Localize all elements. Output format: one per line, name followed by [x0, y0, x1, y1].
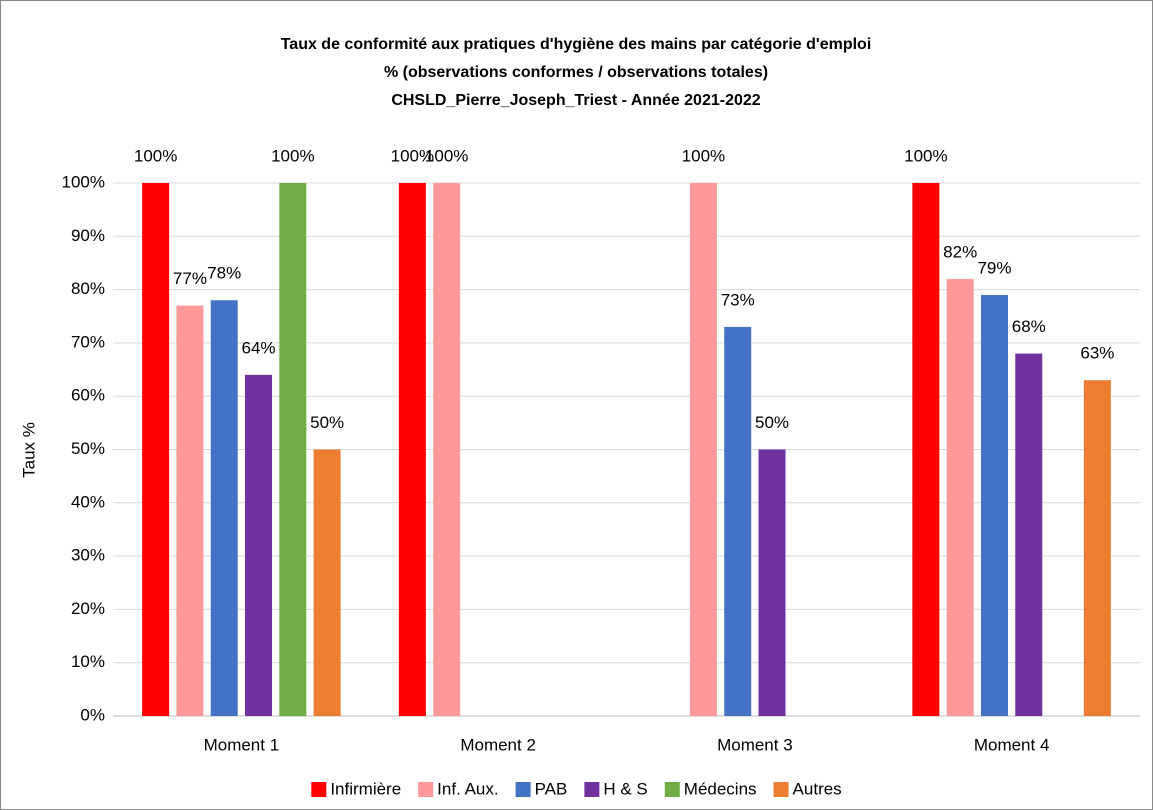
- legend-label: Inf. Aux.: [437, 779, 498, 798]
- x-tick-label: Moment 2: [460, 735, 536, 754]
- x-tick-label: Moment 1: [204, 735, 280, 754]
- data-label: 68%: [1012, 317, 1046, 336]
- data-label: 73%: [721, 290, 755, 309]
- chart-title: Taux de conformité aux pratiques d'hygiè…: [281, 36, 872, 53]
- legend-swatch: [773, 782, 789, 797]
- data-label: 100%: [904, 146, 947, 165]
- data-label: 50%: [310, 413, 344, 432]
- bar: [1015, 353, 1043, 716]
- y-tick-label: 10%: [71, 652, 105, 671]
- data-label: 100%: [425, 146, 468, 165]
- bar: [980, 294, 1008, 716]
- y-tick-label: 90%: [71, 226, 105, 245]
- chart-subtitle: % (observations conformes / observations…: [384, 64, 768, 81]
- bar: [433, 183, 461, 716]
- data-label: 50%: [755, 413, 789, 432]
- data-label: 63%: [1080, 344, 1114, 363]
- legend-swatch: [418, 782, 434, 797]
- legend-swatch: [664, 782, 680, 797]
- legend-label: Autres: [793, 779, 842, 798]
- legend-swatch: [515, 782, 531, 797]
- legend-label: PAB: [535, 779, 568, 798]
- data-label: 100%: [682, 146, 725, 165]
- bar: [279, 183, 307, 716]
- legend-swatch: [311, 782, 327, 797]
- x-tick-label: Moment 3: [717, 735, 793, 754]
- bar: [313, 449, 341, 716]
- data-label: 78%: [207, 264, 241, 283]
- y-axis-title: Taux %: [19, 422, 38, 478]
- legend-label: Médecins: [684, 779, 757, 798]
- x-tick-label: Moment 4: [974, 735, 1050, 754]
- bar: [142, 183, 170, 716]
- data-label: 64%: [242, 338, 276, 357]
- bar: [1083, 380, 1111, 716]
- y-tick-label: 30%: [71, 546, 105, 565]
- data-label: 100%: [271, 146, 314, 165]
- bar: [912, 183, 940, 716]
- y-tick-label: 100%: [62, 172, 105, 191]
- y-tick-label: 40%: [71, 492, 105, 511]
- y-tick-label: 50%: [71, 439, 105, 458]
- bar: [689, 183, 717, 716]
- bar: [758, 449, 786, 716]
- legend-label: Infirmière: [330, 779, 401, 798]
- data-label: 100%: [134, 146, 177, 165]
- bar: [724, 326, 752, 716]
- y-tick-label: 20%: [71, 599, 105, 618]
- legend-label: H & S: [603, 779, 647, 798]
- bar: [398, 183, 426, 716]
- legend-swatch: [584, 782, 600, 797]
- bar: [946, 278, 974, 716]
- y-tick-label: 60%: [71, 386, 105, 405]
- chart-subtitle: CHSLD_Pierre_Joseph_Triest - Année 2021-…: [391, 92, 760, 109]
- y-tick-label: 70%: [71, 332, 105, 351]
- y-tick-label: 80%: [71, 279, 105, 298]
- y-tick-label: 0%: [80, 705, 105, 724]
- data-label: 100%: [391, 146, 434, 165]
- legend: Infirmière Inf. Aux. PAB H & S Médecins Autre…: [311, 779, 842, 798]
- data-label: 82%: [943, 242, 977, 261]
- bar: [210, 300, 238, 716]
- bar: [245, 374, 273, 716]
- bar: [176, 305, 204, 716]
- data-label: 77%: [173, 269, 207, 288]
- data-label: 79%: [977, 258, 1011, 277]
